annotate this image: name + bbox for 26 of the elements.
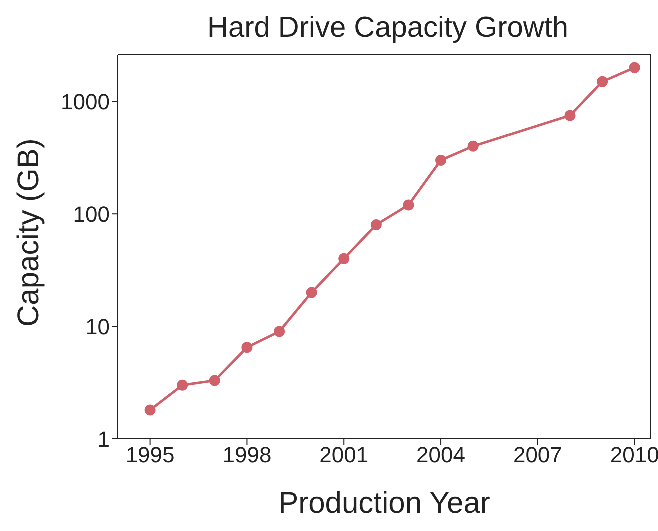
y-tick-label: 1: [98, 426, 110, 452]
point: [468, 140, 479, 152]
point: [564, 110, 576, 122]
chart-title: Hard Drive Capacity Growth: [206, 12, 570, 45]
point: [274, 326, 286, 338]
y-tick-label: 1000: [61, 89, 110, 114]
point: [306, 287, 318, 298]
point: [436, 154, 447, 166]
point: [209, 375, 220, 386]
point: [370, 220, 382, 231]
x-tick-label: 2001: [320, 442, 369, 468]
y-axis-title: Capacity (GB): [12, 138, 46, 327]
x-axis-title: Production Year: [278, 487, 490, 520]
x-tick-label: 2004: [416, 442, 466, 468]
point: [177, 380, 188, 391]
point: [338, 253, 350, 264]
y-tick-label: 100: [73, 202, 110, 227]
point: [629, 62, 640, 74]
point: [144, 404, 156, 416]
y-tick-label: 10: [86, 314, 110, 340]
point: [597, 76, 608, 88]
x-tick-label: 1995: [126, 442, 175, 468]
point: [242, 342, 253, 354]
x-tick-label: 2007: [513, 442, 562, 468]
x-tick-label: 1998: [222, 442, 272, 468]
point: [403, 200, 414, 211]
